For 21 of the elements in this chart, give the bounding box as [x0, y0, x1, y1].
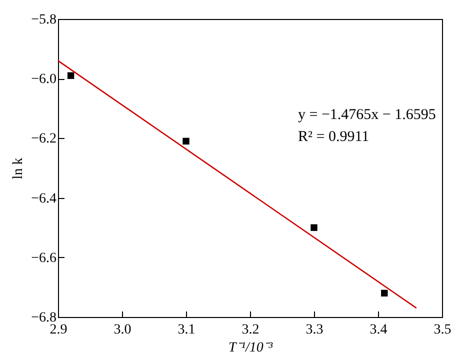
x-tick-label: 3.4: [370, 322, 388, 338]
point: [310, 224, 318, 231]
y-axis-title: ln k: [11, 158, 26, 180]
x-tick-label: 2.9: [50, 322, 68, 338]
x-tick-label: 3.2: [242, 322, 260, 338]
y-tick-label: −6.6: [31, 250, 56, 266]
annotation: y = −1.4765x − 1.6595: [298, 107, 436, 123]
y-tick-label: −6.2: [31, 132, 56, 147]
point: [381, 290, 388, 297]
x-tick-label: 3.5: [434, 322, 452, 338]
x-tick-label: 3.1: [178, 322, 196, 338]
y-tick-label: −5.8: [31, 12, 56, 28]
x-tick-label: 3.0: [114, 322, 132, 338]
annotation: R² = 0.9911: [298, 129, 370, 145]
y-tick-label: −6.8: [31, 310, 56, 326]
point: [182, 138, 190, 145]
x-axis-title: T⁻¹/10⁻³: [228, 340, 274, 356]
y-tick-label: −6.0: [31, 72, 56, 88]
y-tick-label: −6.4: [31, 191, 56, 206]
point: [67, 72, 74, 79]
x-tick-label: 3.3: [306, 322, 324, 338]
